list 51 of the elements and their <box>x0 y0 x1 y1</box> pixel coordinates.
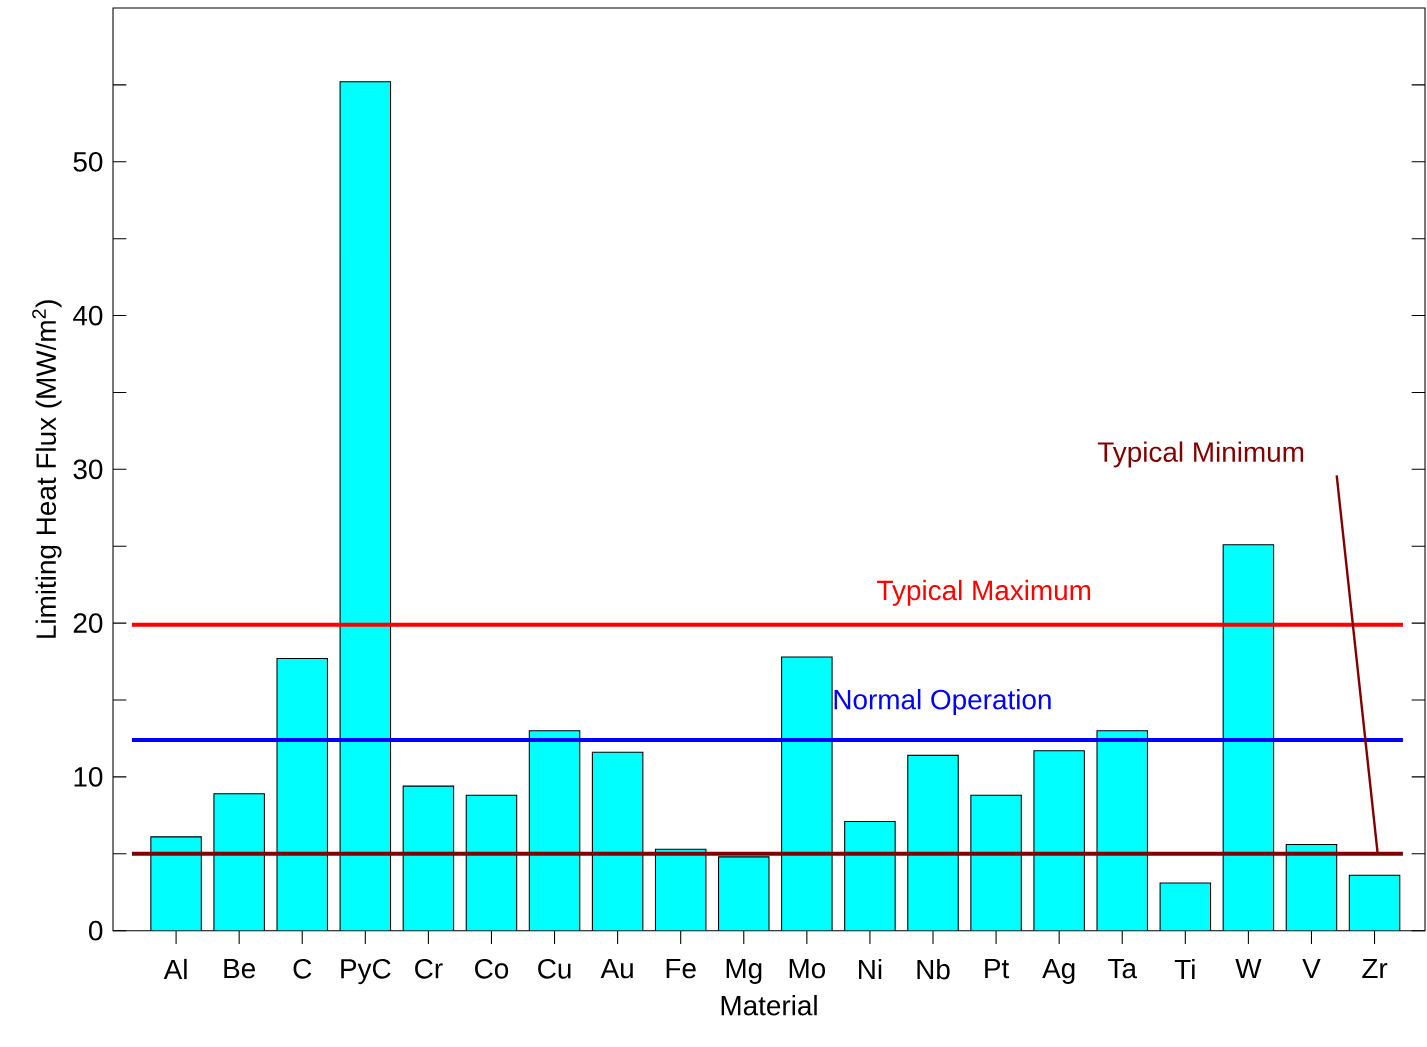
y-tick-label: 20 <box>73 613 103 634</box>
x-tick-label: Cu <box>538 959 571 979</box>
bar <box>340 81 391 931</box>
x-axis-title: Material <box>721 995 817 1016</box>
bar <box>718 857 769 931</box>
y-axis-title: Limiting Heat Flux (MW/m$^{2}$) <box>32 300 62 639</box>
x-tick-label: Ta <box>1108 959 1137 979</box>
x-tick-label: Ti <box>1174 959 1195 980</box>
bar <box>529 730 580 931</box>
bar <box>466 795 517 931</box>
y-tick-label: 40 <box>73 305 103 326</box>
x-tick-label: Mo <box>789 959 826 979</box>
x-tick-label: Zr <box>1362 959 1388 979</box>
x-tick-label: PyC <box>341 959 391 985</box>
ref-line-label: Typical Maximum <box>877 580 1091 606</box>
bar <box>1033 750 1085 931</box>
bar <box>844 821 896 931</box>
x-tick-label: Cr <box>415 959 443 979</box>
x-tick-label: Au <box>600 959 633 979</box>
bar <box>592 752 643 931</box>
y-tick-label: 10 <box>74 767 103 787</box>
x-tick-label: Fe <box>666 959 696 979</box>
bar <box>277 658 328 931</box>
x-tick-label: Al <box>163 959 187 980</box>
bar <box>1160 883 1211 931</box>
x-tick-label: V <box>1302 959 1321 979</box>
bar <box>1286 844 1337 931</box>
y-tick-label: 30 <box>73 459 103 480</box>
bar <box>1348 874 1401 931</box>
bar <box>213 793 265 931</box>
bar <box>655 849 706 931</box>
bar <box>907 755 959 931</box>
x-tick-label: Nb <box>917 959 950 980</box>
x-tick-label: Pt <box>985 959 1010 979</box>
bar <box>781 657 833 931</box>
bar <box>1223 544 1274 931</box>
ref-line-label: Normal Operation <box>834 689 1051 716</box>
x-tick-label: Ag <box>1042 959 1075 985</box>
x-tick-label: Mg <box>726 959 762 985</box>
y-tick-label: 0 <box>89 920 103 941</box>
bar <box>970 795 1022 931</box>
x-tick-label: C <box>293 959 312 979</box>
x-tick-label: Be <box>224 959 255 979</box>
bar <box>1097 730 1148 931</box>
x-tick-label: Co <box>475 959 509 979</box>
bar <box>150 837 202 931</box>
y-tick-label: 50 <box>73 152 103 172</box>
ref-line-label: Typical Minimum <box>1097 441 1304 468</box>
bar <box>403 786 454 931</box>
x-tick-label: Ni <box>859 959 882 980</box>
x-tick-label: W <box>1235 959 1262 979</box>
